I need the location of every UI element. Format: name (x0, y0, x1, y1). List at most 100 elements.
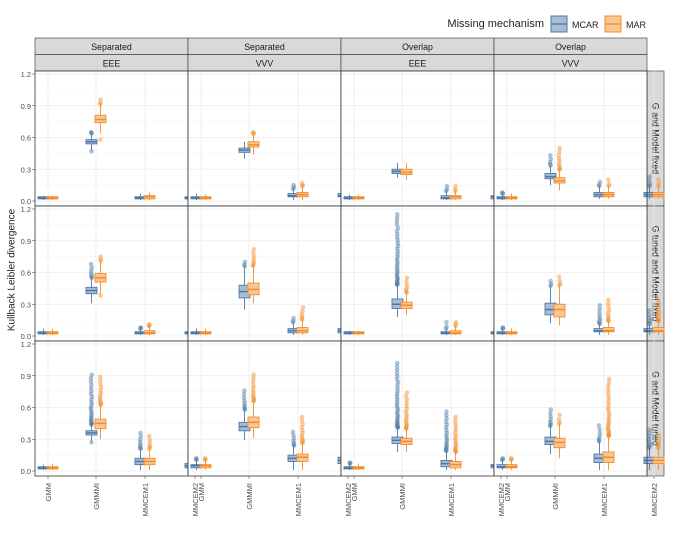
y-tick-label: 1.2 (21, 340, 31, 349)
outlier-point (395, 265, 400, 271)
box-iqr (553, 303, 566, 318)
panel-r1-c2 (187, 70, 359, 207)
outlier-point (403, 420, 409, 426)
outlier-point (597, 430, 603, 436)
outlier-point (291, 442, 297, 448)
outlier-point (548, 278, 553, 284)
outlier-point (98, 399, 103, 405)
outlier-point (300, 430, 305, 436)
outlier-point (394, 404, 400, 409)
box-mar-gmmmi (94, 374, 107, 440)
outlier-point (443, 419, 449, 424)
outlier-point (299, 314, 305, 320)
outlier-point (299, 418, 305, 423)
box-mar-mmcem1 (602, 376, 615, 470)
outlier-point (606, 432, 612, 438)
outlier-point (88, 404, 94, 410)
outlier-point (88, 391, 94, 397)
outlier-point (556, 421, 562, 427)
panel-r2-c2 (187, 205, 359, 342)
outlier-point (656, 432, 662, 438)
outlier-point (291, 436, 297, 441)
outlier-point (597, 433, 603, 439)
outlier-point (394, 271, 400, 277)
outlier-point (606, 380, 612, 385)
outlier-point (88, 385, 94, 391)
outlier-point (394, 222, 400, 227)
outlier-point (300, 305, 306, 310)
outlier-point (300, 440, 305, 445)
outlier-point (395, 269, 400, 275)
y-tick-label: 0.3 (21, 435, 31, 444)
x-tick-label: MMCEM1 (141, 483, 150, 516)
outlier-point (444, 443, 450, 449)
outlier-point (98, 137, 103, 142)
outlier-point (89, 421, 95, 426)
outlier-point (453, 183, 458, 189)
outlier-point (452, 448, 458, 453)
outlier-point (394, 280, 400, 286)
box-mar-mmcem1 (143, 192, 156, 200)
outlier-point (395, 386, 400, 391)
outlier-point (395, 408, 401, 413)
outlier-point (556, 416, 562, 422)
outlier-point (443, 188, 449, 194)
outlier-point (444, 324, 449, 329)
box-mcar-gmmmi (85, 372, 98, 445)
outlier-point (647, 182, 653, 188)
outlier-point (404, 397, 410, 402)
outlier-point (89, 421, 94, 427)
panel-background (35, 341, 188, 476)
outlier-point (89, 388, 94, 394)
outlier-point (646, 436, 652, 442)
outlier-point (88, 270, 94, 276)
outlier-point (242, 388, 247, 393)
outlier-point (646, 443, 652, 449)
outlier-point (509, 456, 514, 461)
outlier-point (394, 273, 400, 278)
outlier-point (606, 393, 611, 398)
outlier-point (347, 460, 353, 465)
outlier-point (300, 428, 305, 433)
outlier-point (444, 409, 449, 415)
outlier-point (597, 315, 602, 321)
outlier-point (605, 407, 611, 413)
outlier-point (291, 440, 297, 446)
outlier-point (656, 304, 661, 310)
outlier-point (443, 445, 449, 450)
column-strip-top-label: Overlap (402, 42, 433, 52)
outlier-point (656, 307, 661, 313)
outlier-point (395, 421, 400, 427)
outlier-point (395, 259, 400, 264)
outlier-point (656, 436, 662, 442)
outlier-point (395, 237, 400, 243)
outlier-point (394, 422, 400, 428)
outlier-point (404, 282, 409, 288)
outlier-point (242, 405, 247, 410)
outlier-point (98, 100, 103, 105)
outlier-point (404, 275, 410, 281)
outlier-point (444, 430, 450, 436)
panel-background (341, 341, 494, 476)
outlier-point (606, 430, 612, 436)
outlier-point (146, 433, 152, 439)
outlier-point (97, 374, 103, 380)
outlier-point (606, 410, 612, 415)
outlier-point (251, 259, 257, 264)
outlier-point (138, 325, 144, 331)
outlier-point (97, 395, 103, 401)
outlier-point (250, 392, 256, 397)
outlier-point (647, 430, 652, 436)
legend: Missing mechanism MCAR MAR (447, 15, 647, 33)
box-mar-mmcem1 (449, 183, 462, 200)
outlier-point (88, 417, 94, 423)
outlier-point (404, 414, 409, 420)
outlier-point (605, 318, 611, 323)
outlier-point (146, 323, 152, 329)
outlier-point (453, 445, 458, 451)
outlier-point (395, 419, 400, 424)
outlier-point (98, 402, 104, 407)
box-mar-gmmmi (400, 390, 413, 452)
outlier-point (147, 437, 153, 443)
outlier-point (98, 293, 103, 299)
